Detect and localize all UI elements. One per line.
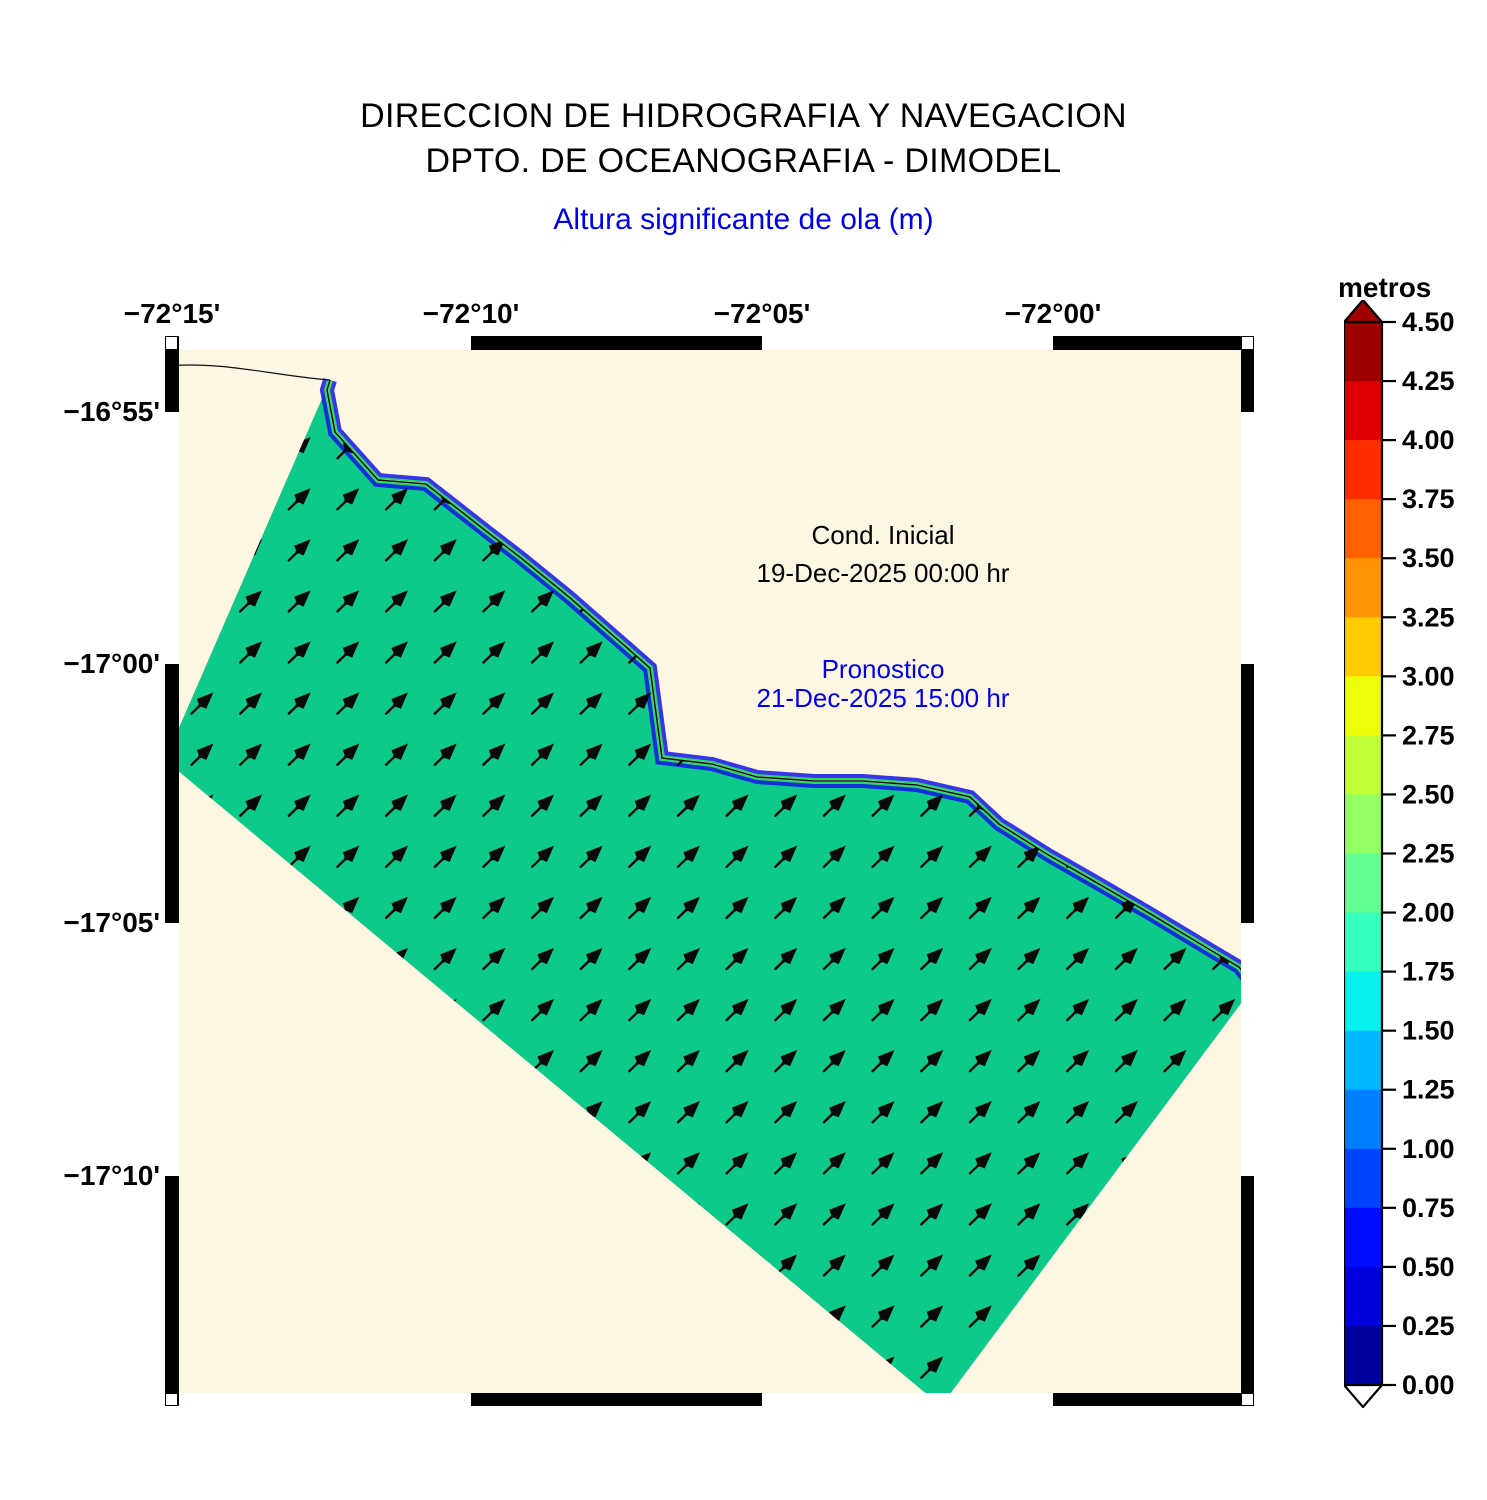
- svg-text:2.25: 2.25: [1402, 839, 1455, 869]
- svg-text:4.00: 4.00: [1402, 425, 1455, 455]
- svg-text:0.25: 0.25: [1402, 1311, 1455, 1341]
- svg-text:2.75: 2.75: [1402, 720, 1455, 750]
- svg-text:3.50: 3.50: [1402, 543, 1455, 573]
- svg-text:1.50: 1.50: [1402, 1016, 1455, 1046]
- svg-text:2.50: 2.50: [1402, 779, 1455, 809]
- svg-text:3.25: 3.25: [1402, 602, 1455, 632]
- svg-text:1.25: 1.25: [1402, 1075, 1455, 1105]
- svg-text:3.00: 3.00: [1402, 661, 1455, 691]
- svg-text:0.50: 0.50: [1402, 1252, 1455, 1282]
- svg-text:0.00: 0.00: [1402, 1370, 1455, 1400]
- svg-text:1.75: 1.75: [1402, 957, 1455, 987]
- svg-text:3.75: 3.75: [1402, 484, 1455, 514]
- svg-text:2.00: 2.00: [1402, 898, 1455, 928]
- svg-text:4.50: 4.50: [1402, 307, 1455, 337]
- svg-text:0.75: 0.75: [1402, 1193, 1455, 1223]
- svg-text:1.00: 1.00: [1402, 1134, 1455, 1164]
- svg-text:4.25: 4.25: [1402, 366, 1455, 396]
